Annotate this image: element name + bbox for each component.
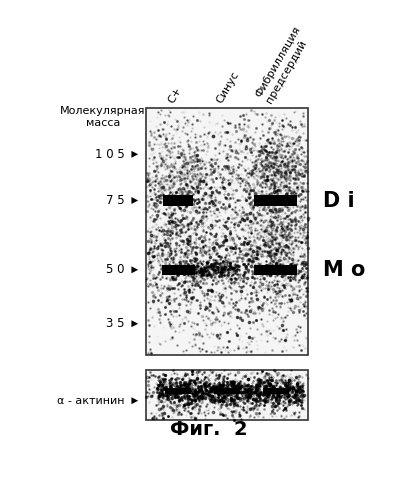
Bar — [254, 264, 297, 275]
Text: C+: C+ — [167, 85, 184, 105]
Bar — [163, 196, 193, 205]
Bar — [146, 370, 308, 420]
Bar — [263, 388, 289, 394]
Text: Молекулярная
масса: Молекулярная масса — [60, 106, 146, 128]
Bar — [165, 388, 191, 394]
Bar — [162, 264, 194, 275]
Bar — [254, 195, 297, 206]
Polygon shape — [132, 320, 138, 327]
Polygon shape — [132, 266, 138, 274]
Text: M o: M o — [324, 260, 366, 280]
Text: 7 5: 7 5 — [106, 194, 124, 207]
Text: D i: D i — [324, 190, 355, 210]
Text: Фиг.  2: Фиг. 2 — [170, 420, 247, 439]
Text: α - актинин: α - актинин — [57, 396, 124, 406]
Polygon shape — [132, 398, 138, 404]
Bar — [214, 388, 240, 394]
Polygon shape — [132, 197, 138, 204]
Text: 1 0 5: 1 0 5 — [95, 148, 124, 161]
Text: Синус: Синус — [215, 70, 241, 105]
Text: 3 5: 3 5 — [106, 317, 124, 330]
Text: Фибрилляция
предсердий: Фибрилляция предсердий — [254, 24, 313, 105]
Polygon shape — [132, 151, 138, 158]
Bar — [146, 108, 308, 354]
Text: 5 0: 5 0 — [106, 264, 124, 276]
